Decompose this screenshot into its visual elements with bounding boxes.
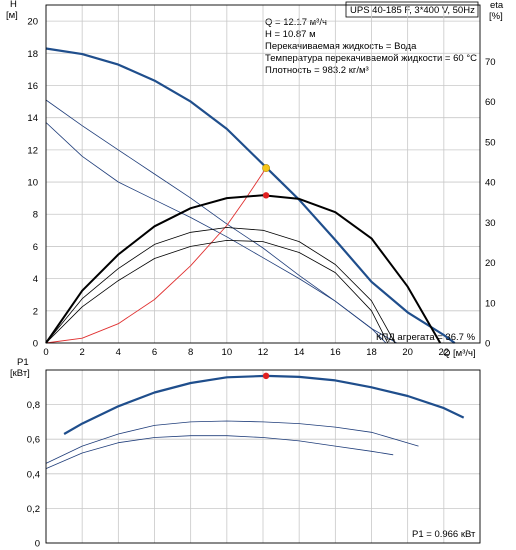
duty-points — [262, 164, 270, 380]
y-axis-unit-head: [м] — [6, 10, 18, 21]
y-tick-label-head: 6 — [33, 242, 38, 253]
power-speed-3-curve — [45, 435, 394, 469]
y-tick-label-power: 0,2 — [27, 504, 40, 515]
info-line-temperature: Температура перекачиваемой жидкости = 60… — [265, 53, 477, 64]
x-tick-label: 8 — [188, 347, 193, 358]
model-title-box: UPS 40-185 F, 3*400 V, 50Hz — [345, 1, 479, 18]
y-tick-label-eta: 70 — [485, 57, 496, 68]
y-tick-label-eta: 20 — [485, 258, 496, 269]
y-tick-label-head: 16 — [27, 81, 38, 92]
x-tick-label: 14 — [294, 347, 305, 358]
x-tick-label: 18 — [366, 347, 377, 358]
y-tick-label-power: 0,4 — [27, 469, 40, 480]
y-axis-label-head: H — [10, 0, 17, 10]
efficiency-curve-max-speed — [45, 194, 442, 344]
y-tick-label-power: 0 — [35, 539, 40, 550]
y-tick-label-head: 18 — [27, 49, 38, 60]
efficiency-annotation: КПД агрегата = 36.7 % — [376, 332, 476, 343]
power-annotation: P1 = 0.966 кВт — [412, 529, 476, 540]
duty-point-head — [262, 164, 270, 172]
duty-point-efficiency — [262, 192, 270, 199]
power-speed-2-curve — [45, 420, 419, 464]
y-tick-label-head: 0 — [33, 339, 38, 350]
operating-point-info: Q = 12.17 м³/ч H = 10.87 м Перекачиваема… — [265, 17, 477, 76]
model-title: UPS 40-185 F, 3*400 V, 50Hz — [350, 5, 475, 16]
y-tick-label-eta: 10 — [485, 298, 496, 309]
head-curve-speed-3 — [45, 122, 387, 344]
system-curve — [45, 167, 267, 344]
x-tick-label: 6 — [152, 347, 157, 358]
y-tick-label-head: 12 — [27, 145, 38, 156]
y-axis-label-power: P1 — [17, 357, 29, 368]
head-curve-max-speed — [45, 47, 456, 344]
x-tick-label: 4 — [116, 347, 121, 358]
duty-point-power — [262, 372, 270, 380]
x-tick-label: 0 — [43, 347, 48, 358]
x-tick-label: 2 — [80, 347, 85, 358]
head-panel-grid — [45, 5, 480, 344]
head-panel-curves — [45, 47, 456, 344]
y-tick-label-eta: 40 — [485, 178, 496, 189]
y-tick-label-eta: 50 — [485, 137, 496, 148]
power-panel-grid — [45, 370, 480, 544]
y-tick-label-head: 2 — [33, 306, 38, 317]
info-line-liquid: Перекачиваемая жидкость = Вода — [265, 41, 417, 52]
y-tick-label-eta: 30 — [485, 218, 496, 229]
y-axis-unit-eta: [%] — [489, 11, 503, 22]
info-line-head: H = 10.87 м — [265, 29, 316, 40]
y-tick-label-head: 20 — [27, 17, 38, 28]
power-panel-frame — [45, 369, 481, 544]
x-tick-label: 16 — [330, 347, 341, 358]
y-tick-label-eta: 0 — [485, 339, 490, 350]
x-tick-label: 20 — [402, 347, 413, 358]
y-tick-label-head: 14 — [27, 113, 38, 124]
y-tick-label-power: 0,6 — [27, 435, 40, 446]
y-tick-label-power: 0,8 — [27, 400, 40, 411]
panel-frames — [45, 4, 481, 544]
efficiency-curve-speed-3 — [45, 240, 389, 344]
head-panel-frame — [45, 4, 481, 344]
power-panel-curves — [45, 374, 465, 469]
x-tick-label: 12 — [258, 347, 269, 358]
info-line-flow: Q = 12.17 м³/ч — [265, 17, 327, 28]
y-axis-unit-power: [кВт] — [10, 368, 30, 379]
y-tick-label-head: 10 — [27, 178, 38, 189]
y-tick-label-eta: 60 — [485, 97, 496, 108]
axis-ticks: 0 2 4 6 8 10 12 14 16 18 20 22 0 2 4 6 8 10 12 14 16 18 20 0 10 2… — [27, 17, 496, 550]
x-axis-label-flow: Q [м³/ч] — [443, 348, 476, 359]
y-tick-label-head: 4 — [33, 274, 38, 285]
efficiency-curve-speed-2 — [45, 227, 396, 344]
x-tick-label: 22 — [439, 347, 450, 358]
y-tick-label-head: 8 — [33, 210, 38, 221]
info-line-density: Плотность = 983.2 кг/м³ — [265, 65, 369, 76]
head-curve-speed-2 — [45, 99, 397, 344]
x-tick-label: 10 — [222, 347, 233, 358]
y-axis-label-eta: eta — [490, 0, 504, 11]
